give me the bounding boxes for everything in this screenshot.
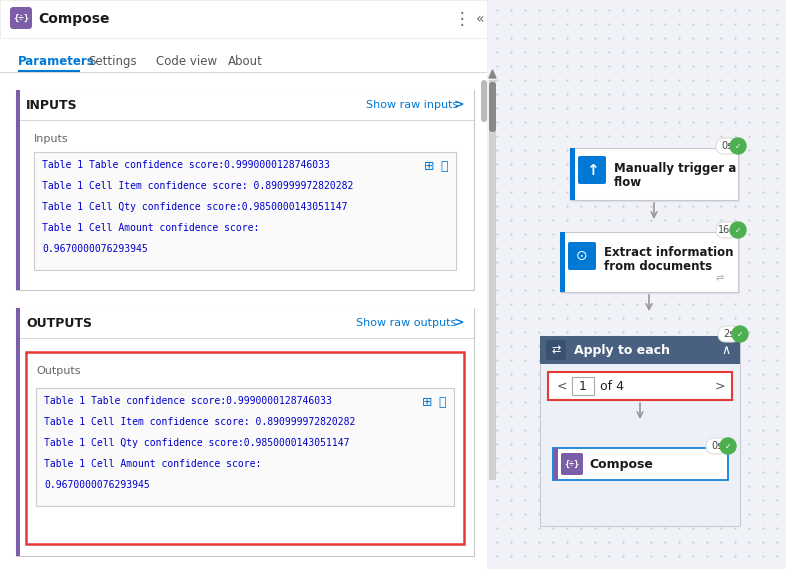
FancyBboxPatch shape <box>568 242 596 270</box>
Text: flow: flow <box>614 176 642 189</box>
Bar <box>548 372 732 400</box>
Text: 0.9670000076293945: 0.9670000076293945 <box>44 480 150 490</box>
Text: ✓: ✓ <box>735 226 741 235</box>
FancyBboxPatch shape <box>481 80 487 122</box>
Text: About: About <box>228 55 263 68</box>
Text: ↑: ↑ <box>586 163 598 178</box>
Bar <box>489 80 496 480</box>
Text: OUTPUTS: OUTPUTS <box>26 316 92 329</box>
Text: ⊞: ⊞ <box>424 160 435 173</box>
Bar <box>20 120 474 121</box>
Text: Table 1 Cell Qty confidence score:0.9850000143051147: Table 1 Cell Qty confidence score:0.9850… <box>44 438 350 448</box>
Bar <box>562 234 740 294</box>
FancyBboxPatch shape <box>10 7 32 29</box>
Text: ✓: ✓ <box>735 142 741 151</box>
Bar <box>20 308 474 338</box>
Text: Settings: Settings <box>88 55 137 68</box>
Bar <box>20 90 474 120</box>
Text: Extract information: Extract information <box>604 246 733 259</box>
Bar <box>36 388 454 506</box>
Text: Table 1 Table confidence score:0.9990000128746033: Table 1 Table confidence score:0.9990000… <box>44 396 332 406</box>
Bar <box>540 336 740 526</box>
Text: ⊞: ⊞ <box>422 396 432 409</box>
Bar <box>0 72 487 73</box>
Text: ∧: ∧ <box>722 344 730 357</box>
Bar <box>26 352 464 544</box>
Polygon shape <box>489 70 496 78</box>
Text: Compose: Compose <box>38 12 109 26</box>
Bar <box>16 90 474 290</box>
Text: 2s: 2s <box>723 329 735 339</box>
Text: from documents: from documents <box>604 260 712 273</box>
Text: Table 1 Cell Amount confidence score:: Table 1 Cell Amount confidence score: <box>42 223 259 233</box>
Text: Table 1 Cell Item confidence score: 0.890999972820282: Table 1 Cell Item confidence score: 0.89… <box>44 417 355 427</box>
FancyBboxPatch shape <box>718 326 740 342</box>
Circle shape <box>730 138 746 154</box>
Text: Show raw outputs: Show raw outputs <box>356 318 456 328</box>
Text: ⋮: ⋮ <box>454 10 470 28</box>
Bar <box>560 232 738 292</box>
Bar <box>0 0 487 569</box>
Text: {÷}: {÷} <box>13 14 29 23</box>
Text: Table 1 Cell Amount confidence score:: Table 1 Cell Amount confidence score: <box>44 459 262 469</box>
FancyBboxPatch shape <box>561 453 583 475</box>
FancyBboxPatch shape <box>716 138 738 154</box>
Bar <box>570 148 575 200</box>
Text: Show raw inputs: Show raw inputs <box>366 100 458 110</box>
Text: 0.9670000076293945: 0.9670000076293945 <box>42 244 148 254</box>
Text: 16s: 16s <box>718 225 736 235</box>
Text: 0s: 0s <box>722 141 733 151</box>
Circle shape <box>730 222 746 238</box>
Text: Table 1 Cell Item confidence score: 0.890999972820282: Table 1 Cell Item confidence score: 0.89… <box>42 181 354 191</box>
Text: Parameters: Parameters <box>18 55 95 68</box>
Text: INPUTS: INPUTS <box>26 98 78 112</box>
FancyBboxPatch shape <box>716 222 738 238</box>
Text: ✓: ✓ <box>736 330 744 339</box>
Circle shape <box>720 438 736 454</box>
Text: ✓: ✓ <box>725 442 731 451</box>
Text: Table 1 Table confidence score:0.9990000128746033: Table 1 Table confidence score:0.9990000… <box>42 160 330 170</box>
Bar <box>553 448 558 480</box>
Text: <: < <box>556 380 567 393</box>
Text: ⧉: ⧉ <box>438 396 446 409</box>
Text: «: « <box>476 12 484 26</box>
Text: Inputs: Inputs <box>34 134 68 144</box>
Bar <box>0 0 487 38</box>
Bar <box>16 90 20 290</box>
Text: >: > <box>454 98 465 112</box>
FancyBboxPatch shape <box>489 82 496 132</box>
Bar <box>20 338 474 339</box>
Bar <box>34 152 456 270</box>
Text: >: > <box>714 380 725 393</box>
Text: Compose: Compose <box>589 457 653 471</box>
Bar <box>18 70 80 72</box>
Text: Manually trigger a: Manually trigger a <box>614 162 736 175</box>
Text: 1: 1 <box>579 380 587 393</box>
Text: Table 1 Cell Qty confidence score:0.9850000143051147: Table 1 Cell Qty confidence score:0.9850… <box>42 202 347 212</box>
Circle shape <box>732 326 748 342</box>
Bar <box>487 0 786 569</box>
Bar <box>540 336 740 364</box>
Bar <box>16 308 474 556</box>
Text: 0s: 0s <box>711 441 722 451</box>
Text: >: > <box>454 316 465 329</box>
Bar <box>570 148 738 200</box>
Bar <box>572 377 594 395</box>
FancyBboxPatch shape <box>706 438 728 454</box>
Bar <box>572 150 740 202</box>
Text: ⇄: ⇄ <box>551 345 560 355</box>
FancyBboxPatch shape <box>578 156 606 184</box>
Bar <box>560 232 565 292</box>
Text: Outputs: Outputs <box>36 366 80 376</box>
Bar <box>16 308 20 556</box>
Text: Code view: Code view <box>156 55 217 68</box>
Text: Apply to each: Apply to each <box>574 344 670 357</box>
Text: of 4: of 4 <box>600 380 624 393</box>
Text: ⇌: ⇌ <box>716 273 724 283</box>
Text: ⧉: ⧉ <box>440 160 447 173</box>
FancyBboxPatch shape <box>546 340 566 360</box>
Bar <box>553 448 728 480</box>
Text: {÷}: {÷} <box>564 460 579 468</box>
Text: ⊙: ⊙ <box>576 249 588 263</box>
